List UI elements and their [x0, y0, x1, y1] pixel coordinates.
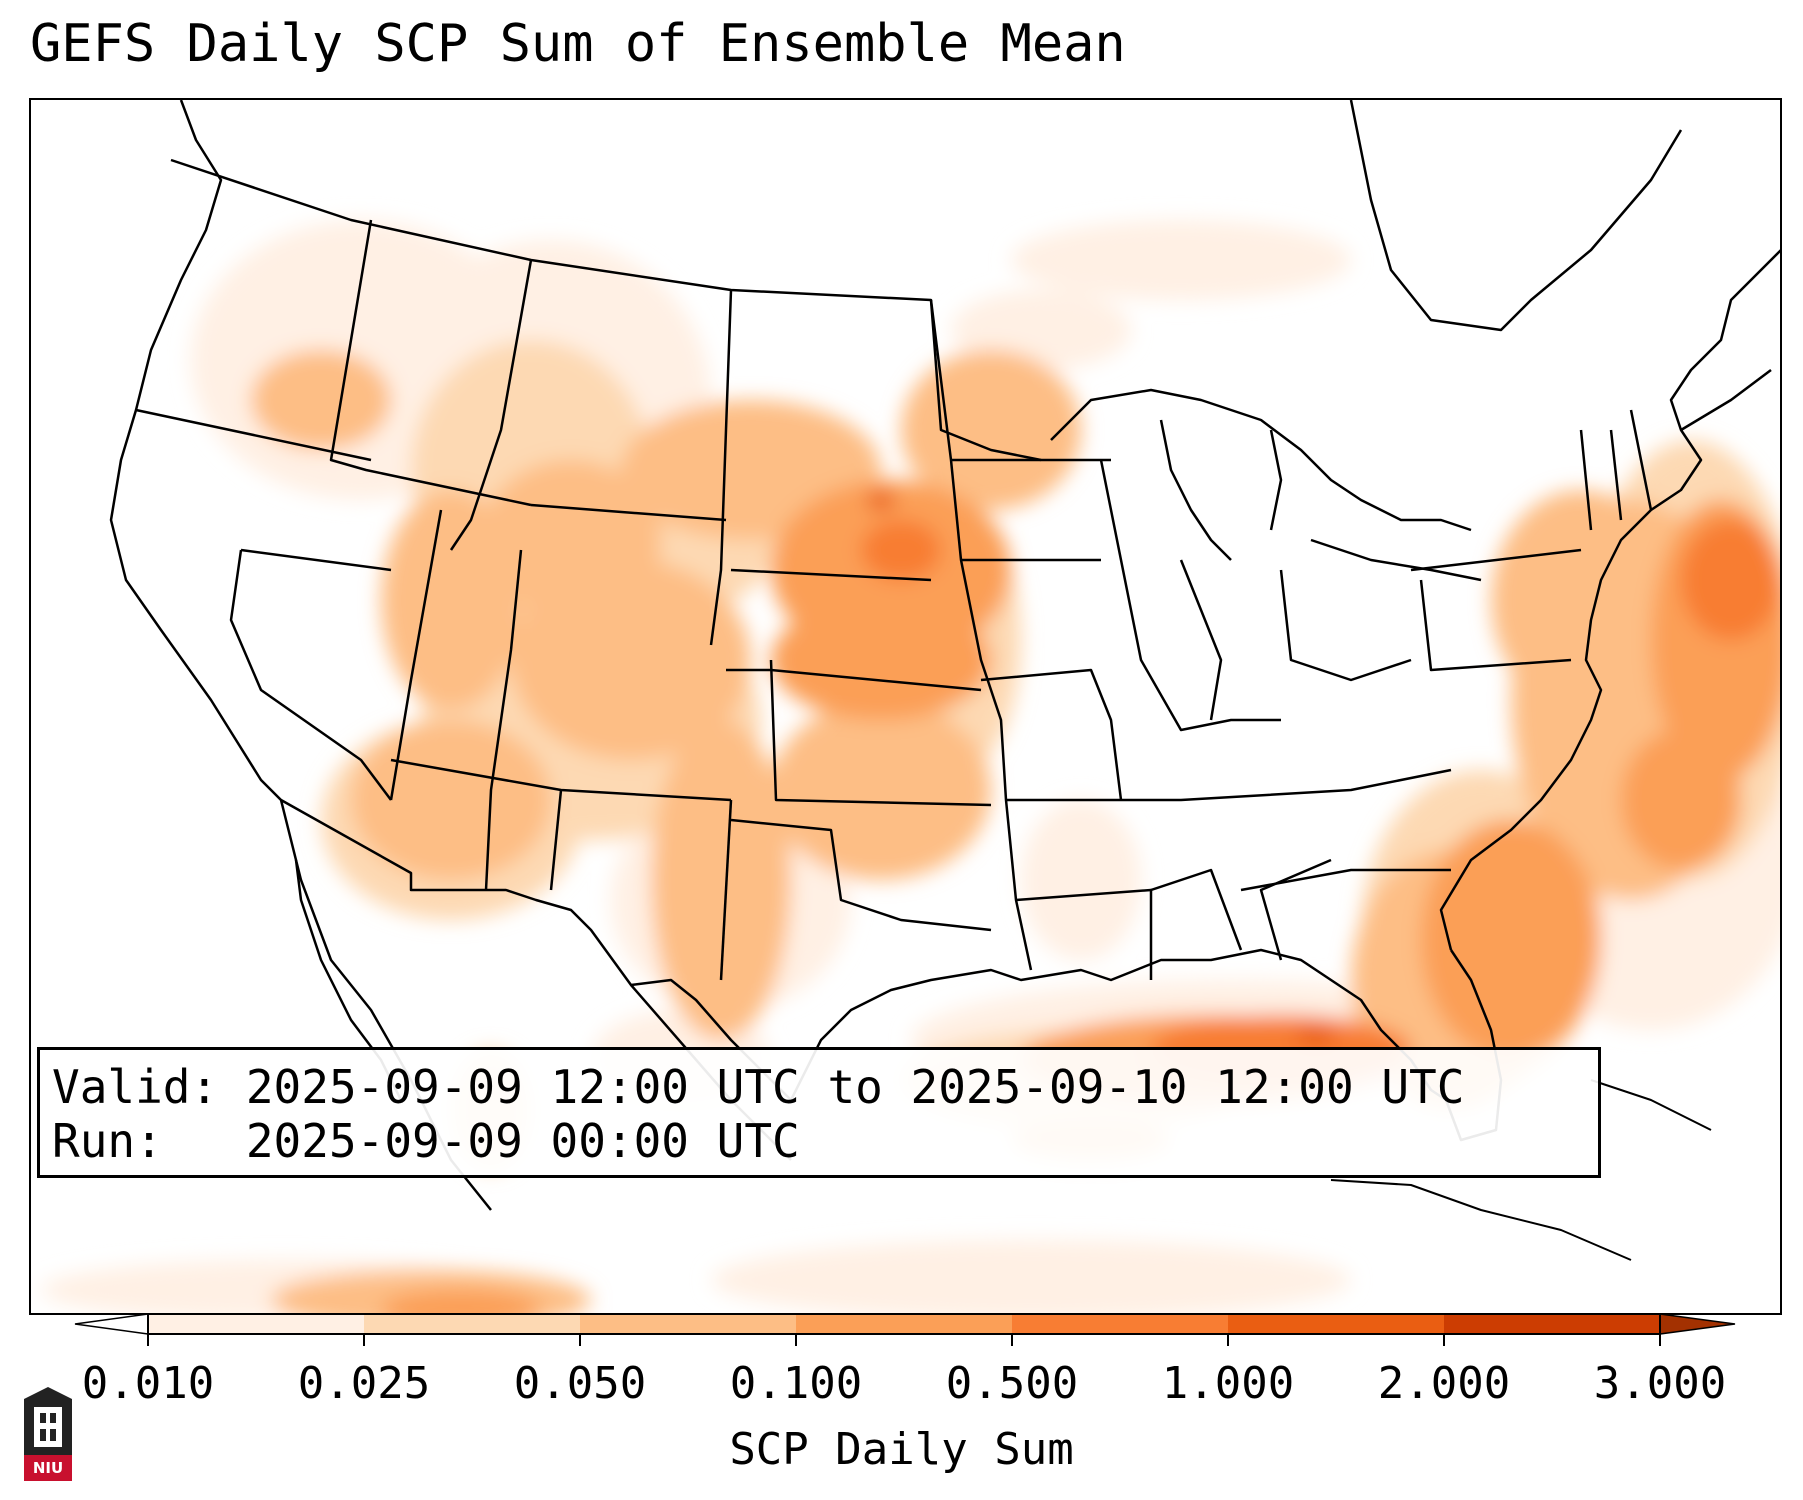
niu-logo-text: NIU — [32, 1459, 64, 1477]
colorbar-tick-label: 1.000 — [1161, 1358, 1295, 1409]
shade-level-2 — [251, 350, 1751, 1313]
colorbar-title: SCP Daily Sum — [729, 1424, 1074, 1475]
colorbar-ticks — [147, 1334, 1661, 1346]
colorbar-segments — [148, 1314, 1661, 1334]
page-title: GEFS Daily SCP Sum of Ensemble Mean — [30, 14, 1126, 74]
run-time-text: Run: 2025-09-09 00:00 UTC — [52, 1114, 800, 1168]
colorbar-tick-label: 3.000 — [1593, 1358, 1727, 1409]
colorbar-segment — [1444, 1314, 1661, 1334]
colorbar-under-triangle — [74, 1313, 149, 1335]
colorbar-tick-label: 2.000 — [1377, 1358, 1511, 1409]
niu-logo-icon — [24, 1387, 72, 1481]
niu-logo: NIU — [18, 1385, 78, 1485]
colorbar-segment — [148, 1314, 365, 1334]
colorbar-tick-label: 0.050 — [513, 1358, 647, 1409]
valid-period-text: Valid: 2025-09-09 12:00 UTC to 2025-09-1… — [52, 1060, 1465, 1114]
colorbar-segment — [1012, 1314, 1229, 1334]
colorbar-tick-label: 0.500 — [945, 1358, 1079, 1409]
colorbar-outline — [147, 1313, 1661, 1335]
colorbar-tick-label: 0.025 — [297, 1358, 431, 1409]
shade-level-5 — [867, 490, 1336, 1045]
coastlines-and-borders — [109, 100, 1780, 1261]
colorbar-tick-label: 0.100 — [729, 1358, 863, 1409]
colorbar-over-triangle — [1659, 1313, 1736, 1335]
colorbar-segment — [1228, 1314, 1445, 1334]
colorbar-segment — [796, 1314, 1013, 1334]
validity-info-box: Valid: 2025-09-09 12:00 UTC to 2025-09-1… — [37, 1047, 1601, 1178]
colorbar-tick-label: 0.010 — [81, 1358, 215, 1409]
colorbar-segment — [364, 1314, 581, 1334]
colorbar — [74, 1313, 1736, 1346]
colorbar-segment — [580, 1314, 797, 1334]
